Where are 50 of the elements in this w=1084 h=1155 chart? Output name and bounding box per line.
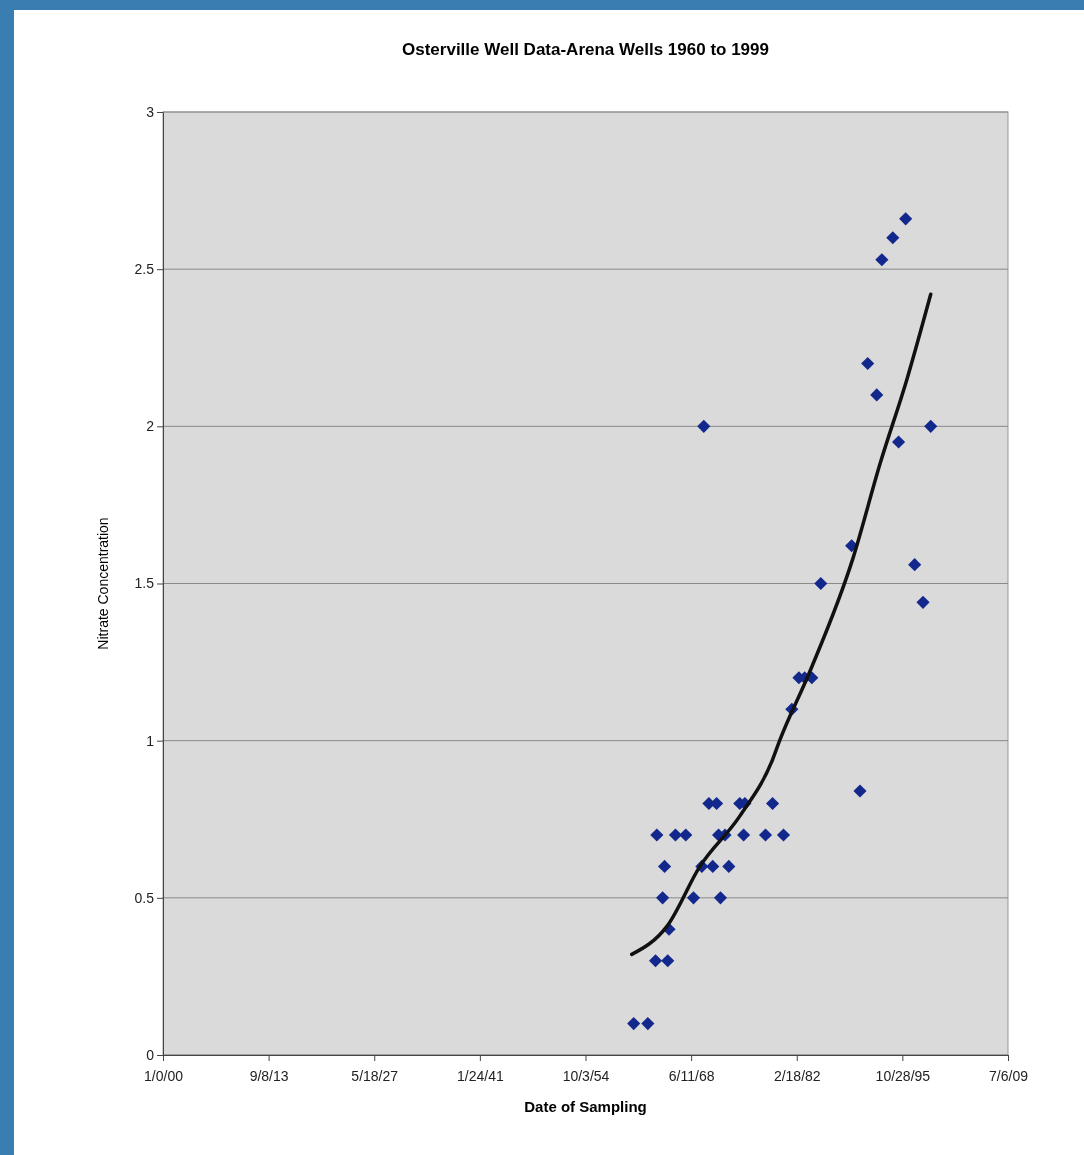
point [766, 796, 780, 811]
point [758, 828, 773, 842]
y-tick-label: 1.5 [134, 575, 155, 592]
point [886, 231, 900, 245]
x-tick-label: 10/3/54 [562, 1067, 610, 1084]
point [697, 419, 711, 433]
point [656, 891, 670, 905]
x-tick-label: 6/11/68 [668, 1067, 715, 1084]
x-tick-label: 10/28/95 [875, 1067, 931, 1084]
point [627, 1017, 641, 1031]
y-axis-title: Nitrate Concentration [95, 517, 111, 650]
point [679, 828, 693, 842]
point [853, 784, 867, 798]
point [875, 253, 889, 267]
point [814, 576, 828, 591]
x-axis-title: Date of Sampling [524, 1098, 647, 1115]
point [713, 891, 728, 905]
point [648, 954, 663, 968]
y-tick-label: 2.5 [134, 261, 155, 278]
point [686, 891, 701, 905]
point [908, 558, 922, 572]
y-tick-label: 0 [146, 1046, 155, 1063]
point [899, 212, 913, 226]
point [861, 356, 875, 371]
y-tick-label: 3 [146, 103, 155, 120]
x-tick-label: 9/8/13 [249, 1067, 289, 1084]
y-tick-label: 1 [146, 732, 155, 749]
y-tick-label: 2 [146, 418, 155, 435]
point [641, 1017, 655, 1031]
point [924, 419, 938, 433]
point [737, 828, 751, 842]
point [892, 435, 906, 449]
chart-title: Osterville Well Data-Arena Wells 1960 to 1999 [402, 40, 769, 59]
x-tick-label: 5/18/27 [351, 1067, 399, 1084]
point [661, 954, 675, 968]
point [657, 859, 672, 873]
x-tick-label: 1/24/41 [457, 1067, 504, 1084]
point [710, 796, 724, 811]
x-tick-label: 7/6/09 [989, 1067, 1029, 1084]
point [650, 828, 664, 842]
point [722, 859, 736, 873]
x-tick-label: 1/0/00 [144, 1067, 184, 1084]
point [916, 595, 930, 609]
point [776, 828, 791, 842]
point [870, 388, 884, 402]
y-tick-label: 0.5 [134, 889, 155, 906]
point [668, 828, 683, 842]
x-tick-label: 2/18/82 [773, 1067, 821, 1084]
point [706, 859, 720, 873]
line-series [630, 292, 933, 957]
